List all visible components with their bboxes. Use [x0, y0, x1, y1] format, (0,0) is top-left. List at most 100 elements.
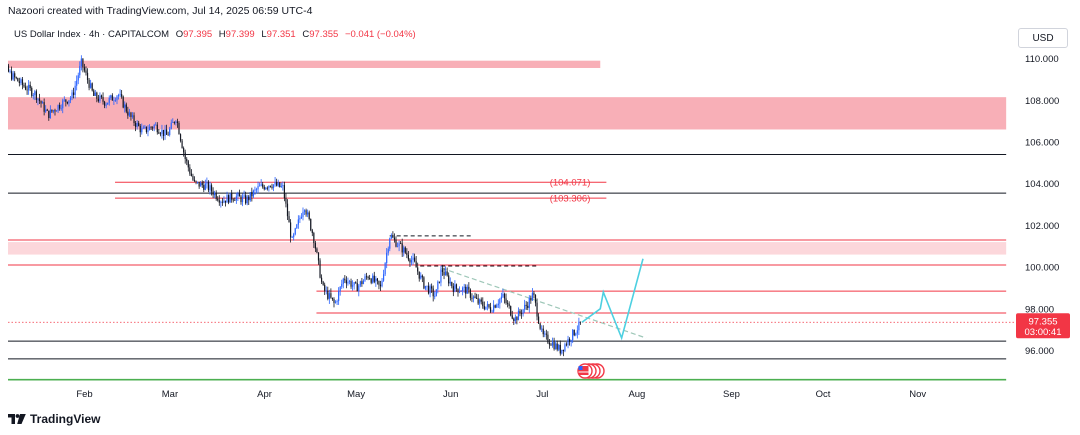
candle-body: [559, 344, 561, 354]
candle-body: [491, 311, 493, 313]
candle-body: [186, 158, 188, 162]
candle-body: [237, 193, 239, 197]
candle-body: [77, 75, 79, 81]
candle-body: [62, 100, 64, 109]
x-axis-tick-label: May: [347, 389, 365, 400]
current-price-badge: [1016, 313, 1070, 339]
candle-body: [531, 292, 533, 301]
candle-body: [170, 122, 172, 129]
candle-body: [164, 129, 166, 136]
candle-body: [207, 181, 210, 191]
candle-body: [94, 92, 96, 96]
candle-body: [341, 283, 343, 287]
candle-body: [389, 238, 391, 249]
candle-body: [29, 84, 31, 88]
candle-body: [502, 293, 504, 297]
candle-body: [127, 111, 129, 116]
candle-body: [415, 261, 417, 268]
candle-body: [71, 92, 73, 98]
candle-body: [268, 185, 270, 188]
x-axis-tick-label: Nov: [909, 389, 926, 400]
candle-body: [556, 343, 558, 350]
candle-body: [263, 186, 265, 190]
candle-body: [330, 293, 332, 298]
candle-body: [572, 329, 574, 341]
candle-body: [41, 102, 44, 104]
candle-body: [162, 129, 165, 136]
candle-body: [249, 192, 251, 201]
candle-body: [555, 343, 557, 350]
currency-button[interactable]: USD: [1018, 28, 1068, 48]
candle-body: [527, 305, 529, 308]
candle-body: [506, 303, 509, 304]
candle-body: [74, 85, 76, 95]
candle-body: [221, 201, 223, 203]
candle-body: [465, 286, 467, 294]
candle-body: [558, 344, 560, 350]
x-axis-tick-label: Apr: [257, 389, 272, 400]
candle-body: [122, 96, 124, 108]
candle-body: [124, 104, 126, 108]
candle-body: [293, 234, 295, 238]
y-axis-tick-label: 104.000: [1025, 179, 1059, 190]
candle-body: [440, 269, 442, 283]
candle-body: [373, 275, 375, 282]
candle-body: [457, 288, 459, 293]
candle-body: [43, 102, 45, 112]
close-label: C: [302, 29, 310, 40]
candle-body: [525, 304, 527, 306]
candle-body: [567, 339, 569, 345]
candle-body: [320, 277, 323, 282]
candle-body: [220, 201, 222, 203]
countdown-timer: 03:00:41: [1025, 327, 1062, 338]
y-axis-tick-label: 96.000: [1025, 346, 1054, 357]
candle-body: [517, 310, 520, 321]
candle-body: [234, 200, 236, 201]
candle-body: [364, 276, 366, 281]
candle-body: [455, 284, 458, 289]
candle-body: [334, 301, 337, 303]
close-value: 97.355: [309, 29, 339, 40]
candle-body: [45, 109, 47, 112]
candle-body: [12, 73, 14, 80]
x-axis-tick-label: Jul: [536, 389, 548, 400]
candle-body: [254, 189, 256, 191]
candle-body: [435, 289, 437, 297]
candle-body: [32, 95, 34, 96]
candle-body: [158, 132, 160, 134]
candle-body: [471, 297, 473, 299]
candle-body: [347, 281, 349, 284]
y-axis-tick-label: 98.000: [1025, 304, 1054, 315]
candle-body: [573, 329, 575, 336]
candle-body: [424, 285, 427, 289]
candle-body: [483, 306, 485, 310]
candle-body: [561, 349, 563, 354]
candle-body: [217, 198, 219, 201]
candle-body: [111, 95, 113, 101]
candle-body: [533, 292, 535, 296]
candle-body: [155, 124, 157, 126]
tradingview-logo[interactable]: TradingView: [8, 412, 100, 426]
candle-body: [257, 185, 259, 190]
candle-body: [18, 81, 20, 84]
current-price-value: 97.355: [1028, 317, 1057, 328]
candle-body: [210, 185, 213, 192]
candle-body: [454, 284, 456, 292]
symbol-title[interactable]: US Dollar Index · 4h · CAPITALCOM: [14, 29, 170, 40]
candle-body: [311, 230, 313, 234]
candle-body: [117, 95, 120, 97]
candle-body: [283, 185, 285, 199]
candle-body: [274, 182, 276, 185]
candle-body: [562, 349, 564, 352]
candle-body: [246, 196, 248, 204]
economic-events-icon[interactable]: [577, 363, 605, 379]
candle-body: [348, 281, 351, 282]
candle-body: [367, 276, 369, 279]
candle-body: [277, 182, 279, 186]
candle-body: [327, 290, 329, 299]
candle-body: [153, 124, 155, 129]
candle-body: [209, 185, 211, 191]
symbol-legend: US Dollar Index · 4h · CAPITALCOM O97.39…: [14, 29, 416, 40]
candle-body: [195, 181, 197, 182]
